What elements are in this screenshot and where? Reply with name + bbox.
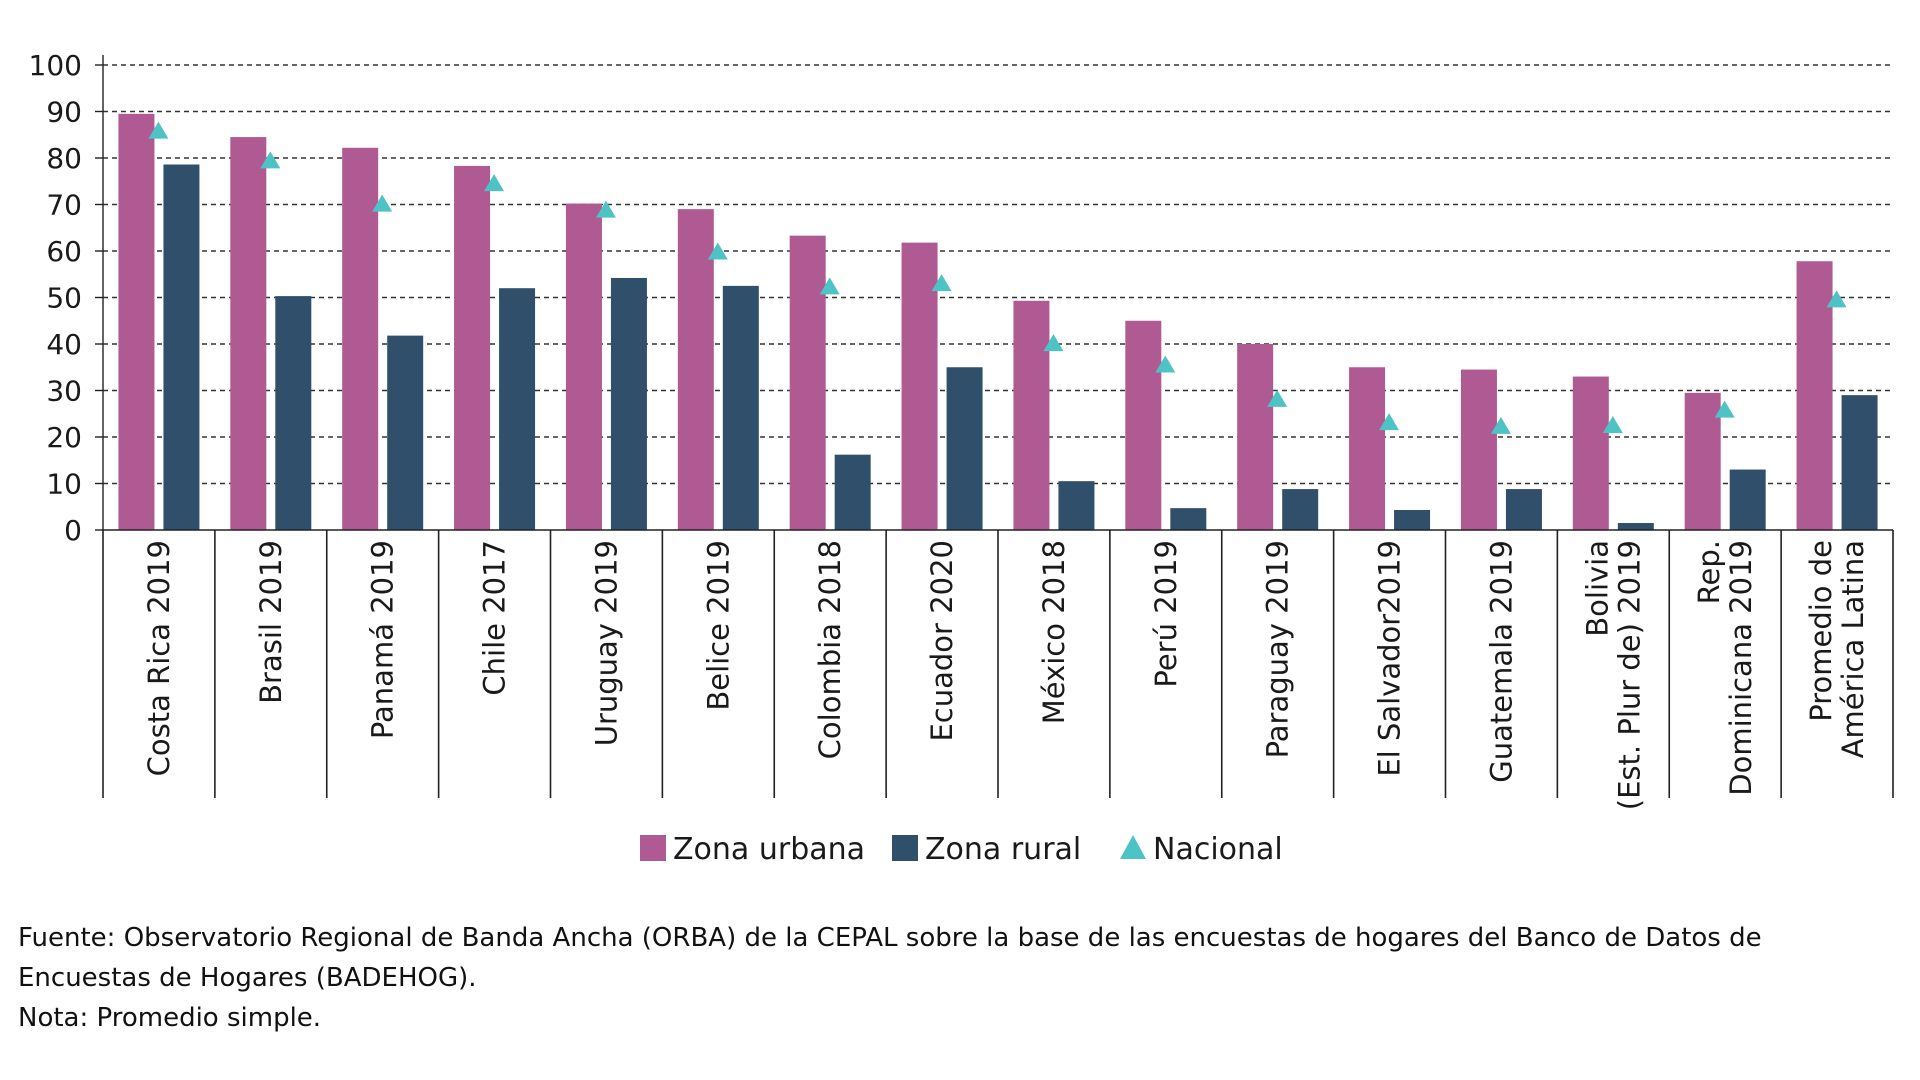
x-tick-label: Guatemala 2019 — [1484, 540, 1518, 783]
nacional-marker — [148, 121, 169, 139]
nacional-marker — [595, 200, 616, 218]
x-axis-labels: Costa Rica 2019 Brasil 2019 Panamá 2019 Chi… — [142, 540, 1870, 810]
legend-label: Zona rural — [925, 832, 1081, 867]
bar-zona-urbana — [118, 113, 155, 530]
x-tick-label: Paraguay 2019 — [1261, 540, 1295, 758]
y-tick-label: 60 — [46, 235, 82, 268]
x-tick-label: El Salvador2019 — [1373, 540, 1407, 777]
x-tick-label: Colombia 2018 — [813, 540, 847, 759]
legend-label: Zona urbana — [673, 832, 865, 867]
bar-zona-urbana — [1684, 392, 1721, 530]
source-line-1: Fuente: Observatorio Regional de Banda A… — [18, 923, 1762, 953]
y-axis-ticks: 0 10 20 30 40 50 60 70 80 90 100 — [29, 49, 103, 547]
bar-zona-urbana — [901, 242, 938, 530]
x-axis — [102, 55, 1894, 798]
bar-zona-rural — [499, 288, 536, 530]
x-tick-label: Chile 2017 — [478, 540, 512, 696]
x-tick-label: Panamá 2019 — [366, 540, 400, 739]
bar-zona-urbana — [565, 203, 602, 530]
bar-zona-urbana — [342, 147, 379, 530]
y-tick-label: 80 — [46, 142, 82, 175]
nacional-marker — [819, 277, 840, 295]
nacional-marker — [260, 151, 281, 169]
y-tick-label: 10 — [46, 468, 82, 501]
nacional-marker — [1826, 290, 1847, 308]
bar-zona-rural — [834, 454, 871, 530]
bar-zona-urbana — [1796, 261, 1833, 530]
y-tick-label: 40 — [46, 328, 82, 361]
legend-marker — [1120, 835, 1146, 859]
bar-zona-rural — [1058, 481, 1095, 530]
x-tick-label: Costa Rica 2019 — [142, 540, 176, 776]
legend-item: Zona rural — [892, 832, 1081, 867]
x-tick-label: Bolivia(Est. Plur de) 2019 — [1580, 540, 1646, 810]
x-tick-label: México 2018 — [1037, 540, 1071, 724]
bar-zona-rural — [946, 367, 983, 530]
nacional-marker — [1714, 400, 1735, 418]
bar-zona-urbana — [1349, 367, 1386, 530]
chart-footer: Fuente: Observatorio Regional de Banda A… — [18, 918, 1898, 1038]
x-tick-label: Belice 2019 — [701, 540, 735, 711]
bar-zona-rural — [387, 335, 424, 530]
nacional-marker — [707, 242, 728, 260]
y-tick-label: 20 — [46, 421, 82, 454]
x-tick-label: Perú 2019 — [1149, 540, 1183, 688]
bar-zona-urbana — [1460, 369, 1497, 530]
nacional-marker — [1155, 355, 1176, 373]
bar-zona-rural — [1729, 469, 1766, 530]
y-tick-label: 0 — [64, 514, 82, 547]
source-line-2: Encuestas de Hogares (BADEHOG). — [18, 963, 477, 993]
note-line: Nota: Promedio simple. — [18, 1003, 322, 1033]
legend-label: Nacional — [1153, 832, 1283, 867]
nacional-marker — [1267, 389, 1288, 407]
bar-zona-urbana — [789, 235, 826, 530]
bar-zona-rural — [1505, 489, 1542, 530]
bar-zona-urbana — [1013, 300, 1050, 530]
x-tick-label: Uruguay 2019 — [589, 540, 623, 746]
legend: Zona urbana Zona rural Nacional — [640, 832, 1283, 867]
nacional-markers — [148, 121, 1847, 434]
nacional-marker — [372, 194, 393, 212]
bar-zona-rural — [1617, 523, 1654, 530]
bars — [118, 113, 1878, 530]
legend-swatch — [892, 835, 918, 861]
bar-zona-urbana — [1237, 344, 1274, 530]
legend-swatch — [640, 835, 666, 861]
nacional-marker — [1490, 416, 1511, 434]
y-tick-label: 50 — [46, 282, 82, 315]
nacional-marker — [1043, 334, 1064, 352]
bar-zona-urbana — [1572, 376, 1609, 530]
nacional-marker — [484, 174, 505, 192]
y-tick-label: 30 — [46, 375, 82, 408]
nacional-marker — [1379, 413, 1400, 431]
bar-zona-rural — [275, 296, 312, 530]
bar-zona-rural — [1394, 510, 1431, 530]
nacional-marker — [1602, 415, 1623, 433]
bar-zona-urbana — [454, 165, 491, 530]
bar-zona-urbana — [230, 137, 267, 530]
bar-zona-rural — [610, 277, 647, 530]
x-tick-label: Ecuador 2020 — [925, 540, 959, 742]
bar-chart: 0 10 20 30 40 50 60 70 80 90 100 Costa Rica 2019 Br… — [29, 49, 1894, 867]
y-tick-label: 100 — [29, 49, 82, 82]
bar-zona-urbana — [677, 209, 714, 530]
x-tick-label: Promedio deAmérica Latina — [1804, 540, 1870, 758]
bar-zona-rural — [1841, 395, 1878, 530]
x-tick-label: Brasil 2019 — [254, 540, 288, 704]
bar-zona-urbana — [1125, 320, 1162, 530]
legend-item: Nacional — [1120, 832, 1283, 867]
y-tick-label: 90 — [46, 96, 82, 129]
y-tick-label: 70 — [46, 189, 82, 222]
bar-zona-rural — [163, 164, 200, 530]
bar-zona-rural — [1170, 508, 1207, 530]
legend-item: Zona urbana — [640, 832, 865, 867]
nacional-marker — [931, 274, 952, 292]
x-tick-label: Rep.Dominicana 2019 — [1692, 540, 1758, 796]
bar-zona-rural — [722, 285, 759, 530]
bar-zona-rural — [1282, 489, 1319, 530]
